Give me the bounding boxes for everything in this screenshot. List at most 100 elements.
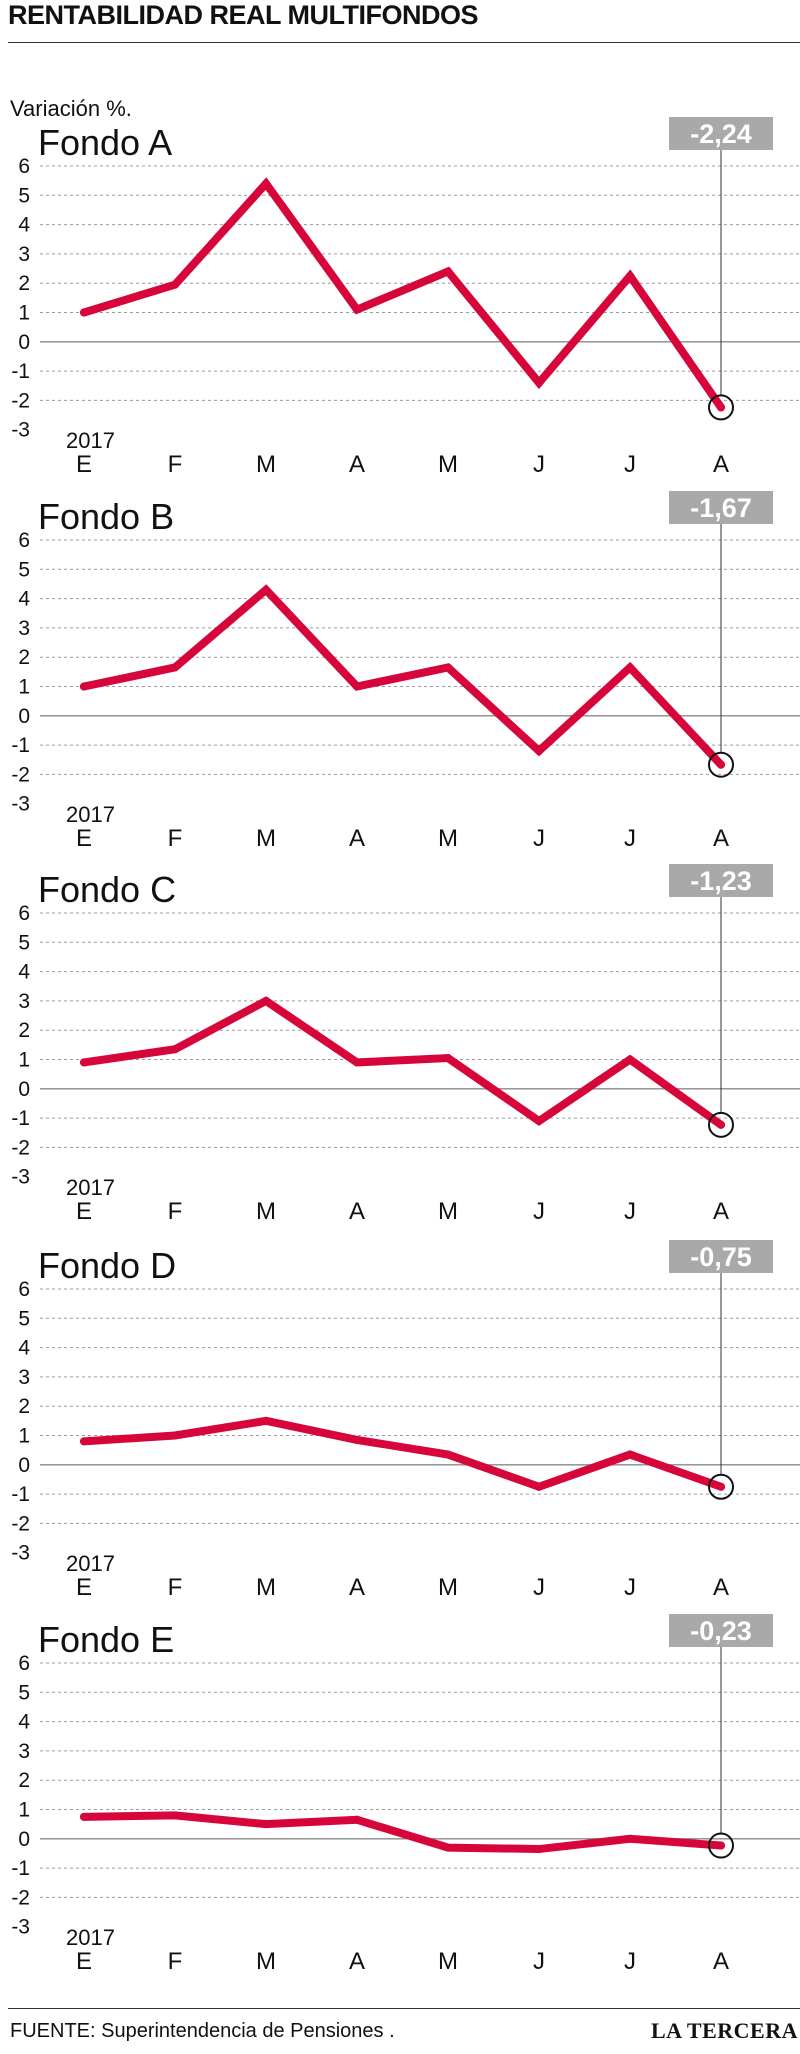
x-tick-label: J [533, 1574, 545, 1601]
y-tick-label: 6 [18, 902, 30, 925]
data-point [626, 1834, 634, 1843]
brand-logo: LA TERCERA [650, 2018, 798, 2043]
x-tick-label: M [256, 1198, 276, 1225]
x-tick-label: J [624, 451, 636, 478]
year-label: 2017 [66, 802, 115, 827]
y-tick-label: 1 [18, 676, 30, 699]
data-point [626, 663, 634, 672]
x-tick-label: J [624, 825, 636, 852]
y-tick-label: 6 [18, 1652, 30, 1675]
source-note: FUENTE: Superintendencia de Pensiones . [10, 2020, 395, 2042]
data-point [444, 1450, 452, 1459]
x-tick-label: A [713, 825, 729, 852]
chart-title: Fondo C [38, 869, 176, 910]
y-tick-label: 3 [18, 1740, 30, 1763]
data-point [717, 403, 725, 412]
x-tick-label: M [438, 1574, 458, 1601]
x-tick-label: A [713, 1574, 729, 1601]
callout-value: -1,67 [690, 493, 752, 523]
year-label: 2017 [66, 1175, 115, 1200]
x-tick-label: J [533, 825, 545, 852]
y-tick-label: 2 [18, 272, 30, 295]
y-tick-label: 2 [18, 1019, 30, 1042]
callout-box [669, 1614, 773, 1647]
y-tick-label: 1 [18, 1049, 30, 1072]
x-tick-label: M [438, 1198, 458, 1225]
series-line [80, 1416, 725, 1492]
x-tick-label: M [256, 825, 276, 852]
y-tick-label: 5 [18, 1307, 30, 1330]
data-point [717, 760, 725, 769]
y-tick-label: 0 [18, 705, 30, 728]
y-tick-label: 4 [18, 588, 30, 611]
callout-box [669, 864, 773, 897]
chart-title: Fondo D [38, 1245, 176, 1286]
data-point [80, 1058, 88, 1067]
y-tick-label: -3 [11, 793, 30, 816]
data-point [717, 1120, 725, 1129]
x-tick-label: E [76, 451, 92, 478]
y-tick-label: 3 [18, 617, 30, 640]
callout-marker [708, 1832, 734, 1859]
y-tick-label: 3 [18, 1366, 30, 1389]
y-tick-label: 3 [18, 243, 30, 266]
y-tick-label: 0 [18, 1454, 30, 1477]
data-point [535, 746, 543, 755]
data-point [171, 1811, 179, 1820]
data-point [353, 1058, 361, 1067]
data-point [535, 378, 543, 387]
data-point [626, 1450, 634, 1459]
callout-value: -0,75 [690, 1242, 752, 1272]
x-tick-label: A [349, 451, 365, 478]
y-tick-label: 0 [18, 1078, 30, 1101]
data-point [444, 663, 452, 672]
x-tick-label: A [713, 1198, 729, 1225]
y-tick-label: 6 [18, 529, 30, 552]
x-tick-label: A [713, 1948, 729, 1975]
y-tick-label: 5 [18, 558, 30, 581]
data-point [717, 1841, 725, 1850]
y-tick-label: 5 [18, 1681, 30, 1704]
year-label: 2017 [66, 428, 115, 453]
callout-box [669, 1240, 773, 1273]
x-tick-label: A [349, 1948, 365, 1975]
series-line [80, 1811, 725, 1854]
y-tick-label: -2 [11, 389, 30, 412]
y-tick-label: -3 [11, 419, 30, 442]
y-tick-label: -1 [11, 734, 30, 757]
data-point [353, 1435, 361, 1444]
x-tick-label: J [533, 1948, 545, 1975]
data-point [262, 1416, 270, 1425]
x-tick-label: M [256, 1948, 276, 1975]
header-rule [8, 42, 800, 43]
x-tick-label: M [438, 1948, 458, 1975]
y-tick-label: -1 [11, 360, 30, 383]
data-point [171, 1431, 179, 1440]
data-point [444, 267, 452, 276]
x-tick-label: J [624, 1574, 636, 1601]
callout-marker [708, 751, 734, 778]
y-tick-label: 4 [18, 1711, 30, 1734]
y-tick-label: 2 [18, 1769, 30, 1792]
data-point [171, 280, 179, 289]
callout-value: -0,23 [690, 1616, 752, 1646]
y-tick-label: -2 [11, 1512, 30, 1535]
data-point [353, 682, 361, 691]
callout-marker [708, 1111, 734, 1138]
y-tick-label: -2 [11, 763, 30, 786]
y-tick-label: 4 [18, 961, 30, 984]
data-point [262, 1820, 270, 1829]
x-tick-label: A [349, 1198, 365, 1225]
y-tick-label: 1 [18, 1799, 30, 1822]
year-label: 2017 [66, 1551, 115, 1576]
callout-value: -1,23 [690, 866, 752, 896]
y-tick-label: 2 [18, 1395, 30, 1418]
data-point [171, 1045, 179, 1054]
footer-rule [8, 2008, 800, 2009]
data-point [444, 1843, 452, 1852]
y-tick-label: 1 [18, 1425, 30, 1448]
y-tick-label: 6 [18, 1278, 30, 1301]
